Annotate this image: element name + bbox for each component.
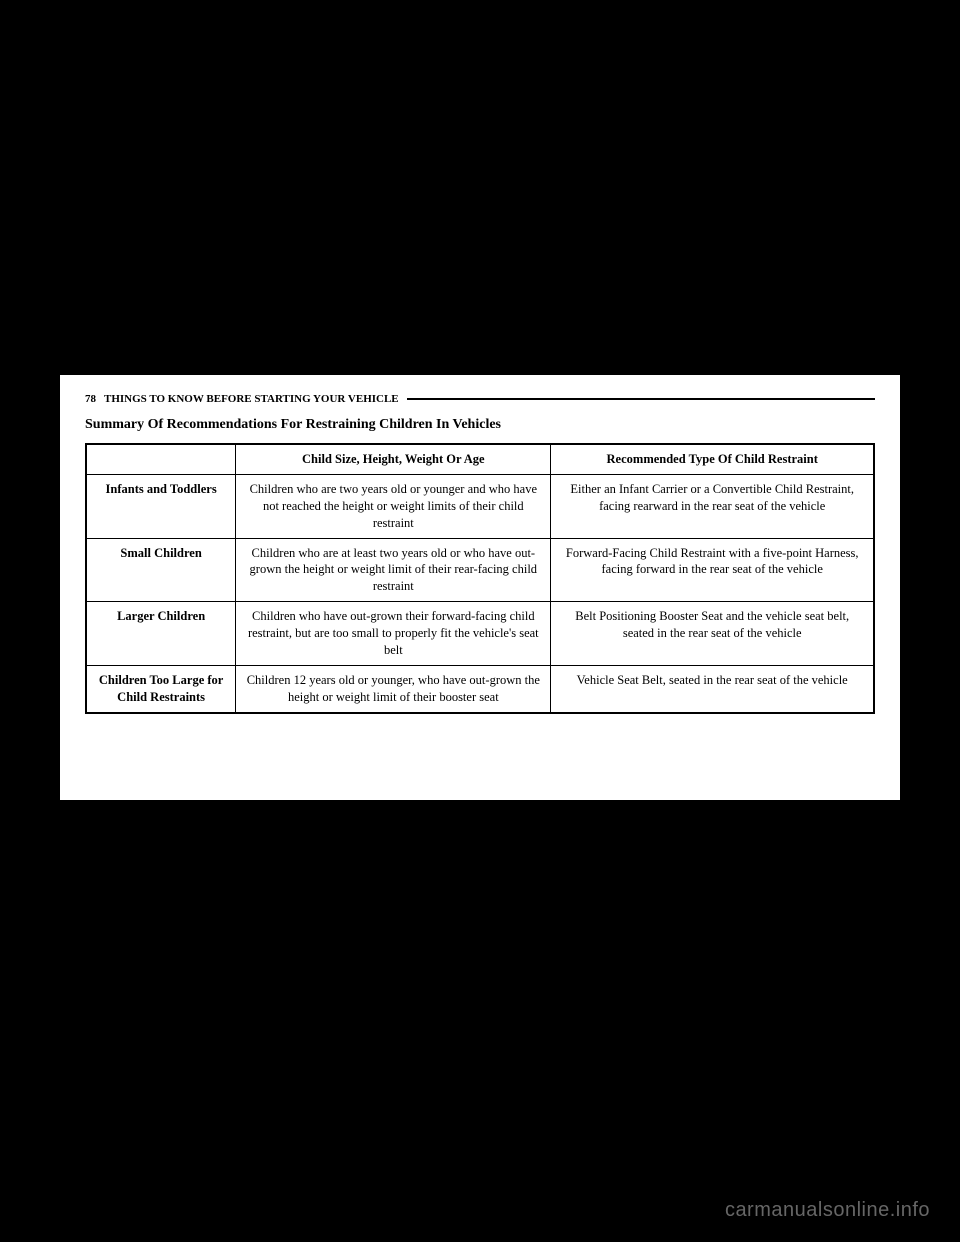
cell-recommendation: Either an Infant Carrier or a Convertibl… <box>551 474 874 538</box>
cell-description: Children who have out-grown their forwar… <box>236 602 551 666</box>
table-row: Small Children Children who are at least… <box>86 538 874 602</box>
cell-recommendation: Belt Positioning Booster Seat and the ve… <box>551 602 874 666</box>
section-name: THINGS TO KNOW BEFORE STARTING YOUR VEHI… <box>104 393 399 405</box>
table-header-row: Child Size, Height, Weight Or Age Recomm… <box>86 444 874 474</box>
cell-recommendation: Vehicle Seat Belt, seated in the rear se… <box>551 665 874 712</box>
cell-category: Infants and Toddlers <box>86 474 236 538</box>
header-divider <box>407 398 875 400</box>
cell-description: Children who are two years old or younge… <box>236 474 551 538</box>
page-number: 78 <box>85 393 96 405</box>
cell-category: Small Children <box>86 538 236 602</box>
recommendations-table: Child Size, Height, Weight Or Age Recomm… <box>85 443 875 714</box>
cell-category: Children Too Large for Child Restraints <box>86 665 236 712</box>
page-header: 78 THINGS TO KNOW BEFORE STARTING YOUR V… <box>85 393 875 405</box>
table-heading: Summary Of Recommendations For Restraini… <box>85 417 875 433</box>
cell-description: Children who are at least two years old … <box>236 538 551 602</box>
table-row: Larger Children Children who have out-gr… <box>86 602 874 666</box>
watermark: carmanualsonline.info <box>725 1199 930 1222</box>
page-container: 78 THINGS TO KNOW BEFORE STARTING YOUR V… <box>60 375 900 800</box>
table-row: Infants and Toddlers Children who are tw… <box>86 474 874 538</box>
table-row: Children Too Large for Child Restraints … <box>86 665 874 712</box>
cell-category: Larger Children <box>86 602 236 666</box>
column-header-category <box>86 444 236 474</box>
column-header-recommendation: Recommended Type Of Child Restraint <box>551 444 874 474</box>
column-header-description: Child Size, Height, Weight Or Age <box>236 444 551 474</box>
cell-recommendation: Forward-Facing Child Restraint with a fi… <box>551 538 874 602</box>
cell-description: Children 12 years old or younger, who ha… <box>236 665 551 712</box>
